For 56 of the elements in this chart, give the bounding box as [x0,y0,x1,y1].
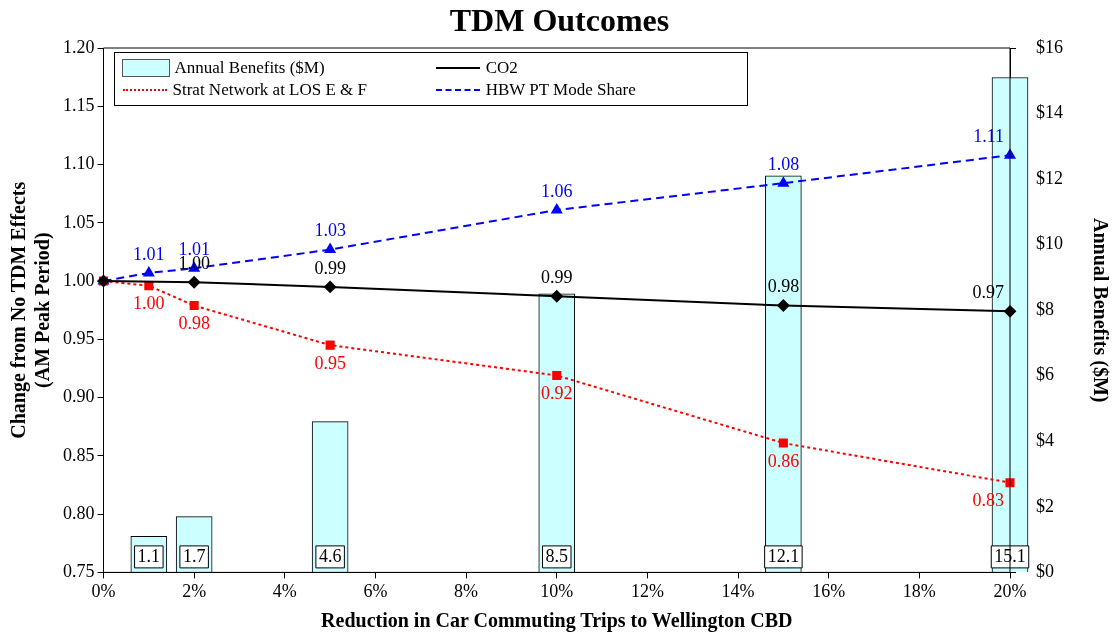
data-label: 1.08 [767,153,800,174]
data-label: 0.99 [314,257,346,278]
data-label: 0.86 [767,450,800,471]
x-tick-label: 0% [91,580,116,601]
y-tick-label: 0.80 [63,502,95,523]
data-label: 1.06 [541,180,573,201]
chart-title: TDM Outcomes [449,2,670,38]
y-tick-label: 1.05 [63,211,95,232]
y-tick-label: 0.75 [63,561,95,582]
y2-tick-label: $2 [1036,495,1054,516]
y2-tick-label: $8 [1036,298,1054,319]
data-label: 1.03 [314,220,346,241]
data-label: 1.00 [133,293,165,314]
x-tick-label: 14% [721,580,755,601]
legend-label: Annual Benefits ($M) [174,58,325,78]
x-tick-label: 12% [630,580,664,601]
y2-tick-label: $6 [1036,364,1054,385]
y2-tick-label: $14 [1036,102,1063,123]
data-label: 0.92 [541,383,573,404]
y2-tick-label: $0 [1036,561,1054,582]
data-label: 0.98 [767,276,800,297]
data-label: 8.5 [545,545,568,566]
data-label: 12.1 [767,545,800,566]
x-tick-label: 8% [454,580,479,601]
y2-tick-label: $10 [1036,233,1063,254]
y2-tick-label: $12 [1036,167,1063,188]
y-tick-label: 1.10 [63,153,95,174]
data-label: 0.98 [178,313,210,334]
data-label: 1.1 [137,545,161,566]
y-tick-label: 1.00 [63,269,95,290]
data-label: 0.95 [314,352,346,373]
y-tick-label: 1.20 [63,36,95,57]
data-label: 1.01 [133,243,165,264]
y-tick-label: 1.15 [63,95,95,115]
data-label: 15.1 [994,545,1026,566]
legend-label: CO2 [485,58,518,78]
x-tick-label: 18% [902,580,936,601]
x-tick-label: 16% [812,580,846,601]
data-label: 0.99 [541,266,573,287]
y-tick-label: 0.90 [63,386,95,407]
x-tick-label: 2% [182,580,207,601]
y2-tick-label: $16 [1036,36,1063,57]
legend-label: Strat Network at LOS E & F [172,80,368,100]
data-label: 4.6 [318,545,342,566]
y-tick-label: 0.85 [63,444,95,465]
y2-axis-title: Annual Benefits ($M) [1088,217,1112,403]
y-axis-title: Change from No TDM Effects (AM Peak Period) [7,181,55,439]
x-tick-label: 6% [363,580,388,601]
y-tick-label: 0.95 [63,328,95,349]
x-tick-label: 10% [540,580,574,601]
y2-tick-label: $4 [1036,430,1054,451]
data-label: 1.7 [182,545,206,566]
legend-label: HBW PT Mode Share [485,80,636,100]
x-axis-title: Reduction in Car Commuting Trips to Wellington CBD [321,609,793,633]
x-tick-label: 4% [272,580,297,601]
x-tick-label: 20% [993,580,1027,601]
